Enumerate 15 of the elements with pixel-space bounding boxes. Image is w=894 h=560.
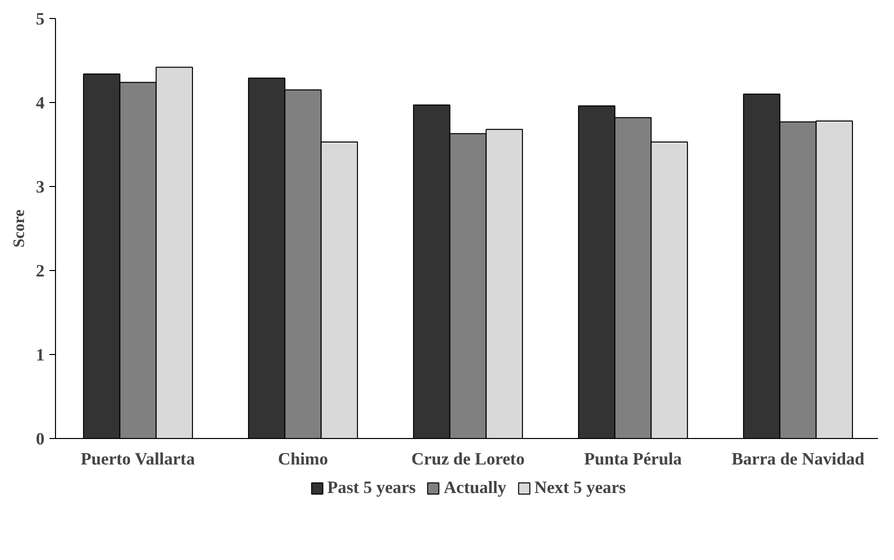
x-tick-label: Barra de Navidad bbox=[732, 450, 865, 468]
y-tick-label: 5 bbox=[36, 10, 45, 28]
legend-label: Next 5 years bbox=[534, 478, 626, 498]
y-tick-label: 0 bbox=[36, 430, 45, 448]
x-tick-label: Chimo bbox=[278, 450, 328, 468]
legend-label: Actually bbox=[444, 478, 506, 498]
x-tick-label: Cruz de Loreto bbox=[411, 450, 525, 468]
x-tick-label: Puerto Vallarta bbox=[80, 450, 196, 468]
y-tick-label: 1 bbox=[36, 346, 45, 364]
y-tick-label: 2 bbox=[36, 262, 45, 280]
x-tick-label: Punta Pérula bbox=[584, 450, 682, 468]
legend-label: Past 5 years bbox=[327, 478, 416, 498]
y-tick-label: 3 bbox=[36, 178, 45, 196]
y-axis-title: Score bbox=[10, 210, 28, 248]
y-tick-label: 4 bbox=[36, 94, 45, 112]
